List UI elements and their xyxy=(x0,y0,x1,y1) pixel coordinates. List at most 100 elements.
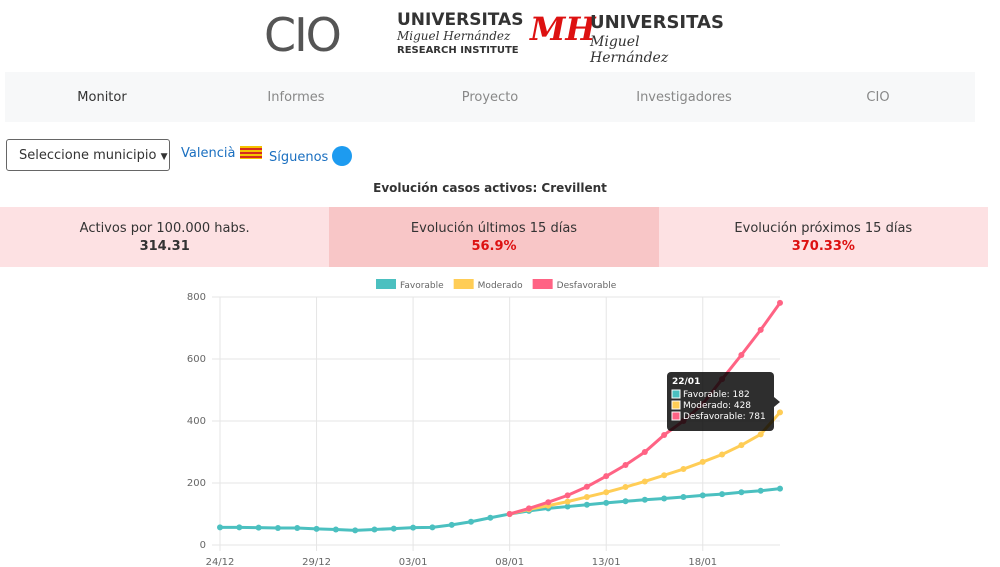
data-point xyxy=(564,503,571,510)
data-point xyxy=(661,472,668,479)
subtitle: Evolución casos activos: Crevillent xyxy=(373,181,607,195)
series-line xyxy=(220,487,781,532)
x-tick-label: 24/12 xyxy=(206,557,235,567)
logo-text: Miguel Hernández xyxy=(397,29,511,43)
stat: Evolución próximos 15 días 370.33% xyxy=(658,207,988,267)
tooltip-swatch xyxy=(671,411,681,421)
select-text: Seleccione municipio xyxy=(19,148,157,163)
data-point xyxy=(217,524,223,531)
data-point xyxy=(583,483,590,490)
legend-label: Desfavorable xyxy=(557,281,617,291)
stat: Activos por 100.000 habs. 314.31 xyxy=(0,207,330,267)
tooltip-title: 22/01 xyxy=(672,377,700,387)
y-tick-label: 200 xyxy=(187,478,206,489)
data-point xyxy=(352,527,359,534)
nav-item[interactable]: Proyecto xyxy=(461,89,519,105)
stat: Evolución últimos 15 días 56.9% xyxy=(329,207,659,267)
stat-label: Evolución próximos 15 días xyxy=(734,221,913,236)
data-point xyxy=(622,462,629,469)
logo-text: UNIVERSITAS xyxy=(397,10,524,30)
stat-label: Evolución últimos 15 días xyxy=(410,221,578,236)
tooltip-line: Desfavorable: 781 xyxy=(683,412,766,422)
x-tick-label: 13/01 xyxy=(592,557,621,567)
data-point xyxy=(622,498,629,505)
chart: 0 200 400 600 800 24/12 29/12 03/01 08/01 13/01 18… xyxy=(187,279,783,567)
tooltip-caret xyxy=(774,397,780,407)
tooltip-line: Favorable: 182 xyxy=(683,390,750,400)
data-point xyxy=(777,409,783,416)
nav-item[interactable]: Monitor xyxy=(77,89,127,105)
data-point xyxy=(680,466,687,473)
data-point xyxy=(603,499,610,506)
data-point xyxy=(274,524,281,531)
data-point xyxy=(583,493,590,500)
data-point xyxy=(738,351,745,358)
nav-item[interactable]: Investigadores xyxy=(636,89,732,105)
legend-label: Moderado xyxy=(478,281,523,291)
data-point xyxy=(236,524,243,531)
language-link[interactable]: Valencià xyxy=(181,146,262,161)
logo-text: RESEARCH INSTITUTE xyxy=(397,45,519,56)
stat-value: 314.31 xyxy=(139,239,190,254)
tooltip-swatch xyxy=(671,389,681,399)
twitter-icon xyxy=(332,146,353,166)
data-point xyxy=(371,526,378,533)
link-text: Síguenos xyxy=(269,150,329,165)
follow-link[interactable]: Síguenos xyxy=(269,146,353,166)
data-point xyxy=(564,498,571,505)
data-point xyxy=(661,495,668,502)
nav-bar: Monitor Informes Proyecto Investigadores… xyxy=(5,72,975,122)
umh-mark: MH xyxy=(530,10,596,48)
stat-label: Activos por 100.000 habs. xyxy=(79,221,250,236)
legend-swatch xyxy=(453,279,474,289)
data-point xyxy=(332,526,339,533)
stat-value: 370.33% xyxy=(791,239,855,254)
municipality-select[interactable]: Seleccione municipio ▼ xyxy=(6,139,170,171)
data-point xyxy=(699,458,706,465)
data-point xyxy=(313,525,320,532)
data-point xyxy=(738,489,745,496)
stat-value: 56.9% xyxy=(471,239,517,254)
data-point xyxy=(294,524,301,531)
x-tick-label: 08/01 xyxy=(495,557,524,567)
data-point xyxy=(661,431,668,438)
data-point xyxy=(757,326,764,333)
legend-label: Favorable xyxy=(400,281,444,291)
data-point xyxy=(757,487,764,494)
data-point xyxy=(506,511,513,517)
nav-item[interactable]: Informes xyxy=(267,89,325,105)
logo-text: Miguel Hernández xyxy=(590,34,669,66)
data-point xyxy=(448,521,455,528)
data-point xyxy=(641,496,648,503)
data-point xyxy=(777,299,783,306)
data-point xyxy=(429,524,436,531)
data-point xyxy=(757,431,764,438)
link-text: Valencià xyxy=(181,146,236,161)
y-tick-label: 800 xyxy=(187,292,206,303)
y-tick-label: 0 xyxy=(200,540,206,551)
data-point xyxy=(487,514,494,521)
data-point xyxy=(719,451,726,458)
data-point xyxy=(468,518,475,525)
data-point xyxy=(719,491,726,498)
tooltip-box xyxy=(667,372,774,431)
data-point xyxy=(680,493,687,500)
x-tick-label: 18/01 xyxy=(688,557,717,567)
flag xyxy=(239,146,262,159)
logo-text: UNIVERSITAS xyxy=(590,12,724,33)
cio-mark: CIO xyxy=(264,8,342,62)
data-point xyxy=(622,484,629,491)
data-point xyxy=(545,499,552,506)
stats-bar: Activos por 100.000 habs. 314.31 Evolució… xyxy=(0,207,988,267)
data-point xyxy=(699,492,706,499)
legend-swatch xyxy=(376,279,396,289)
data-point xyxy=(738,442,745,449)
x-tick-label: 03/01 xyxy=(399,557,428,567)
x-tick-label: 29/12 xyxy=(302,557,331,567)
data-point xyxy=(603,473,610,480)
data-point xyxy=(390,525,397,532)
legend-swatch xyxy=(532,279,553,289)
logos: CIO UNIVERSITAS Miguel Hernández RESEARC… xyxy=(262,8,724,66)
nav-item[interactable]: CIO xyxy=(866,89,890,105)
